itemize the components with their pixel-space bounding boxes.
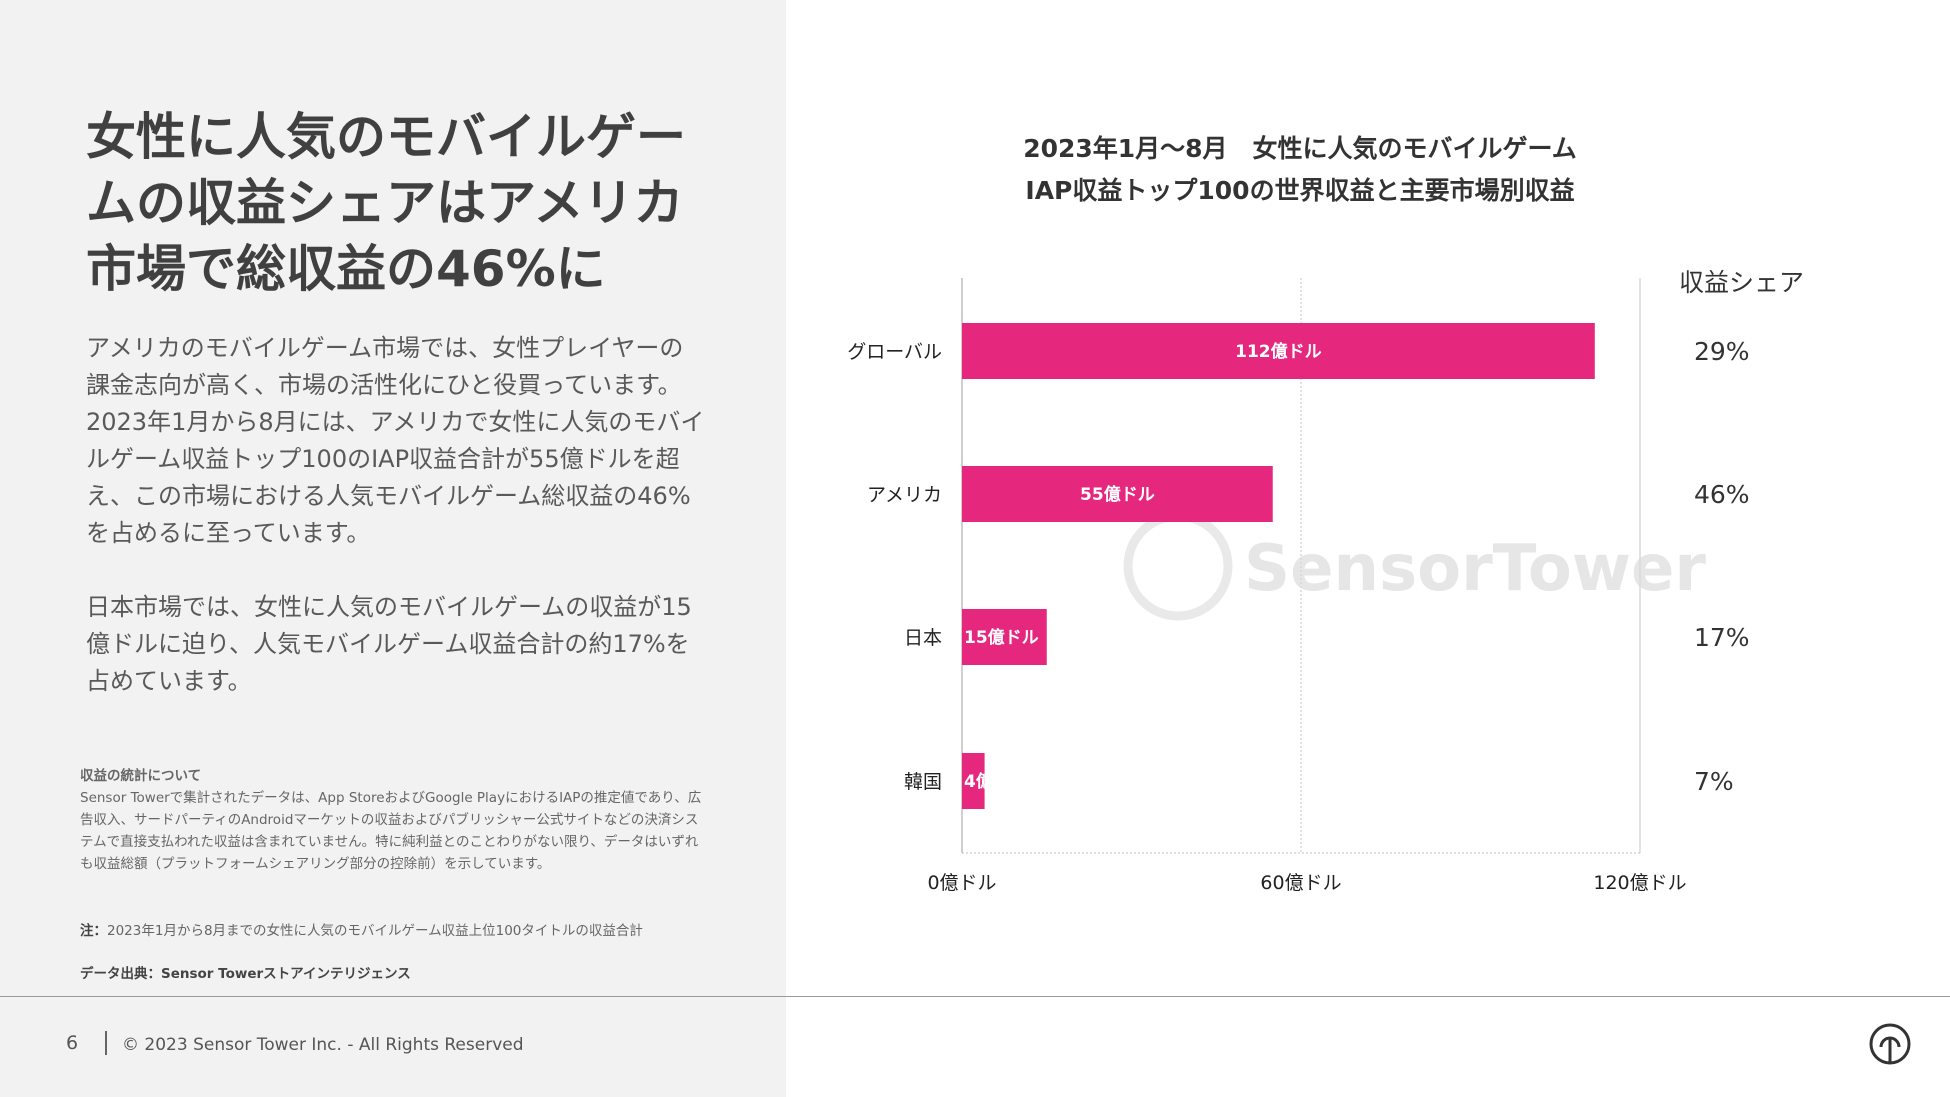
bar — [962, 753, 985, 809]
footer-divider — [0, 996, 1950, 997]
bar — [962, 466, 1273, 522]
bar-data-label: 4億ドル — [964, 771, 1027, 792]
bar-data-label: 112億ドル — [1235, 341, 1322, 362]
category-label: アメリカ — [867, 484, 942, 506]
bar-chart: SensorTower 0億ドル 60億ドル 120億ドル グローバル 112億ドル 29%… — [847, 278, 1750, 894]
category-label: グローバル — [847, 341, 942, 363]
share-label: 17% — [1694, 623, 1750, 652]
share-label: 46% — [1694, 480, 1750, 509]
sensor-tower-logo-icon — [1869, 1023, 1911, 1065]
x-tick-label: 60億ドル — [1260, 872, 1341, 894]
x-tick-label: 120億ドル — [1593, 872, 1686, 894]
body-paragraph-2: 日本市場では、女性に人気のモバイルゲームの収益が15億ドルに迫り、人気モバイルゲ… — [86, 593, 692, 695]
page-number: 6 — [66, 1032, 79, 1054]
page-title: 女性に人気のモバイルゲームの収益シェアはアメリカ市場で総収益の46%に — [86, 108, 686, 298]
category-label: 韓国 — [904, 771, 942, 793]
left-panel: 女性に人気のモバイルゲームの収益シェアはアメリカ市場で総収益の46%に アメリカ… — [0, 0, 786, 1097]
share-label: 29% — [1694, 337, 1750, 366]
copyright-text: © 2023 Sensor Tower Inc. - All Rights Re… — [122, 1035, 524, 1055]
chart-title-line-1: 2023年1月～8月 女性に人気のモバイルゲーム — [1023, 134, 1577, 163]
note-line: 注：2023年1月から8月までの女性に人気のモバイルゲーム収益上位100タイトル… — [80, 920, 702, 942]
share-column-header: 収益シェア — [1679, 268, 1805, 297]
watermark-logo-icon — [1123, 511, 1233, 621]
bar — [962, 323, 1595, 379]
note-label: 注： — [80, 923, 107, 939]
source-line: データ出典：Sensor Towerストアインテリジェンス — [80, 966, 411, 982]
watermark-text: SensorTower — [1244, 532, 1706, 606]
note-title: 収益の統計について — [80, 768, 202, 784]
share-label: 7% — [1694, 767, 1734, 796]
note-text: Sensor Towerで集計されたデータは、App StoreおよびGoogl… — [80, 790, 702, 872]
category-label: 日本 — [904, 627, 942, 649]
chart-title: 2023年1月～8月 女性に人気のモバイルゲーム IAP収益トップ100の世界収… — [960, 128, 1640, 212]
chart-title-line-2: IAP収益トップ100の世界収益と主要市場別収益 — [1025, 176, 1575, 205]
bar-data-label: 55億ドル — [1080, 484, 1155, 505]
footer-separator — [105, 1031, 107, 1055]
x-tick-label: 0億ドル — [927, 872, 996, 894]
note-line-text: 2023年1月から8月までの女性に人気のモバイルゲーム収益上位100タイトルの収… — [107, 923, 643, 939]
bar-data-label: 15億ドル — [964, 627, 1039, 648]
bar — [962, 609, 1047, 665]
body-paragraph-1: アメリカのモバイルゲーム市場では、女性プレイヤーの課金志向が高く、市場の活性化に… — [86, 334, 705, 547]
